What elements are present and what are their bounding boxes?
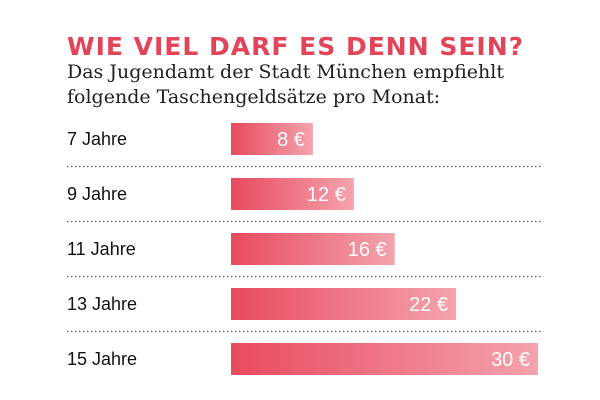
chart-title: WIE VIEL DARF ES DENN SEIN? — [67, 32, 525, 61]
bar — [231, 178, 354, 210]
category-label: 9 Jahre — [67, 184, 127, 204]
category-label: 11 Jahre — [67, 239, 136, 259]
bar-value-label: 22 € — [409, 294, 448, 316]
bar — [231, 123, 313, 155]
chart-subtitle: Das Jugendamt der Stadt München empfiehl… — [67, 61, 504, 108]
category-label: 13 Jahre — [67, 294, 137, 314]
bar-value-label: 12 € — [307, 184, 346, 206]
bar-value-label: 30 € — [491, 349, 530, 371]
chart-rows: 7 Jahre 8 € 9 Jahre 12 € 11 Jahre 16 € 13 Jahr… — [67, 123, 542, 375]
bar — [231, 233, 395, 265]
bar — [231, 343, 538, 375]
category-label: 15 Jahre — [67, 349, 137, 369]
bar-value-label: 16 € — [348, 239, 387, 261]
category-label: 7 Jahre — [67, 129, 127, 149]
bar — [231, 288, 457, 320]
bar-value-label: 8 € — [277, 129, 305, 151]
